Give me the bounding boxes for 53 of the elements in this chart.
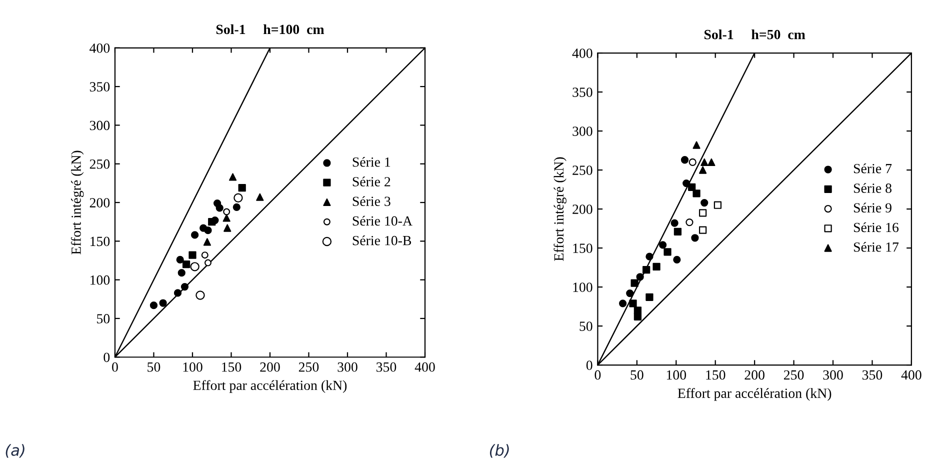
y-tick-label: 200 xyxy=(572,204,592,214)
legend-label: Série 8 xyxy=(854,183,892,193)
legend-label: Série 2 xyxy=(352,176,390,186)
legend-label: Série 9 xyxy=(854,202,892,213)
x-tick-label: 300 xyxy=(338,362,358,372)
x-tick-label: 250 xyxy=(784,370,804,380)
x-axis-title: Effort par accélération (kN) xyxy=(678,388,832,401)
x-tick-label: 50 xyxy=(148,362,160,372)
y-tick-label: 100 xyxy=(90,275,110,285)
legend-label: Série 10-B xyxy=(352,235,412,246)
legend-label: Série 16 xyxy=(854,222,899,232)
y-tick-label: 400 xyxy=(572,48,592,58)
chart-title: Sol-1 h=50 cm xyxy=(704,29,806,40)
x-tick-label: 0 xyxy=(594,370,601,380)
y-tick-label: 150 xyxy=(90,236,110,246)
x-tick-label: 400 xyxy=(414,362,435,372)
y-tick-label: 400 xyxy=(90,43,110,53)
x-tick-label: 200 xyxy=(260,362,280,372)
x-tick-label: 50 xyxy=(630,370,644,380)
y-tick-label: 0 xyxy=(104,352,110,362)
x-tick-label: 100 xyxy=(666,370,686,380)
x-tick-label: 400 xyxy=(901,370,922,380)
y-axis-title: Effort intégré (kN) xyxy=(554,157,566,261)
chart-title: Sol-1 h=100 cm xyxy=(216,24,324,34)
legend-label: Série 10-A xyxy=(352,216,412,226)
y-tick-label: 150 xyxy=(573,244,592,253)
y-tick-label: 300 xyxy=(90,120,110,130)
y-axis-title: Effort intégré (kN) xyxy=(70,150,84,254)
legend-label: Série 17 xyxy=(854,242,899,252)
y-tick-label: 250 xyxy=(572,166,592,175)
text: (b) xyxy=(490,444,509,458)
x-tick-label: 350 xyxy=(862,370,882,380)
y-tick-label: 200 xyxy=(90,198,110,208)
x-tick-label: 250 xyxy=(298,362,319,372)
x-tick-label: 100 xyxy=(183,362,202,372)
y-tick-label: 100 xyxy=(573,282,592,292)
y-tick-label: 350 xyxy=(90,82,110,92)
x-axis-title: Effort par accélération (kN) xyxy=(193,380,347,393)
legend-label: Série 1 xyxy=(352,156,390,167)
y-tick-label: 250 xyxy=(90,159,110,169)
legend-label: Série 3 xyxy=(352,196,390,206)
text: (a) xyxy=(6,444,24,458)
y-tick-label: 300 xyxy=(572,126,592,136)
x-tick-label: 150 xyxy=(706,370,726,380)
legend-label: Série 7 xyxy=(854,163,892,174)
x-tick-label: 150 xyxy=(222,362,242,372)
y-tick-label: 350 xyxy=(572,88,592,97)
x-tick-label: 200 xyxy=(744,370,764,380)
y-tick-label: 50 xyxy=(97,314,110,324)
x-tick-label: 0 xyxy=(112,362,118,372)
y-tick-label: 50 xyxy=(580,322,592,331)
x-tick-label: 350 xyxy=(376,362,396,372)
x-tick-label: 300 xyxy=(823,370,843,380)
